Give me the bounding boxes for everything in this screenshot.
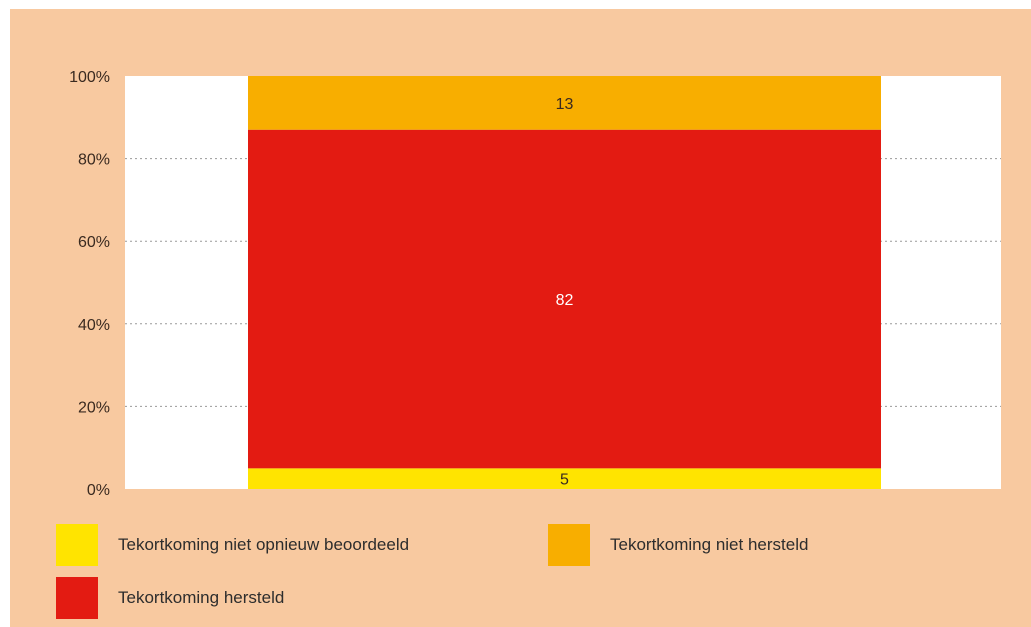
data-label: 13 bbox=[556, 96, 574, 113]
legend-swatch bbox=[56, 524, 98, 566]
legend-item-niet-opnieuw-beoordeeld: Tekortkoming niet opnieuw beoordeeld bbox=[56, 524, 409, 566]
y-tick-label: 40% bbox=[78, 317, 110, 334]
legend-label: Tekortkoming hersteld bbox=[118, 588, 285, 607]
y-tick-label: 0% bbox=[87, 482, 110, 499]
y-tick-label: 60% bbox=[78, 234, 110, 251]
legend-item-hersteld: Tekortkoming hersteld bbox=[56, 577, 284, 619]
data-label: 5 bbox=[560, 472, 569, 489]
stacked-bar-chart: 0% 20% 40% 60% 80% 100% 5 82 13 bbox=[69, 69, 1001, 499]
bar-segment bbox=[248, 76, 881, 130]
y-tick-label: 20% bbox=[78, 399, 110, 416]
chart-panel: 0% 20% 40% 60% 80% 100% 5 82 13 Tekortkoming nie… bbox=[10, 9, 1031, 627]
legend-swatch bbox=[56, 577, 98, 619]
legend-swatch bbox=[548, 524, 590, 566]
bar-segment bbox=[248, 129, 881, 469]
legend-label: Tekortkoming niet hersteld bbox=[610, 535, 809, 554]
y-tick-label: 80% bbox=[78, 152, 110, 169]
data-label: 82 bbox=[556, 292, 574, 309]
bar-segment bbox=[248, 468, 881, 489]
legend-label: Tekortkoming niet opnieuw beoordeeld bbox=[118, 535, 410, 554]
y-tick-label: 100% bbox=[69, 69, 110, 86]
legend-item-niet-hersteld: Tekortkoming niet hersteld bbox=[548, 524, 808, 566]
